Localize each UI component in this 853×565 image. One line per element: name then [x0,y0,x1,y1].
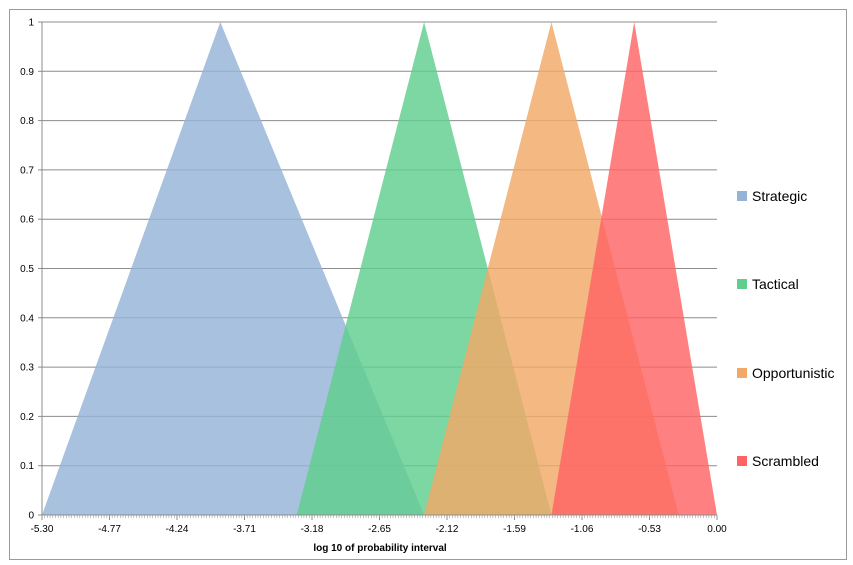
y-tick-label: 0.1 [20,461,34,472]
legend-label-strategic: Strategic [752,188,807,204]
x-tick-label: -3.18 [301,524,324,535]
x-tick-labels: -5.30 -4.77 -4.24 -3.71 -3.18 -2.65 -2.12 -1.59… [31,524,728,535]
legend-swatch-opportunistic [737,368,747,378]
y-tick-label: 0.5 [20,264,34,275]
y-tick-label: 0.7 [20,165,34,176]
y-tick-label: 0.2 [20,412,34,423]
series-area-scrambled [551,22,717,515]
y-tick-label: 1 [28,18,34,29]
legend-label-opportunistic: Opportunistic [752,365,834,381]
x-tick-label: -3.71 [233,524,256,535]
x-tick-label: -4.77 [98,524,121,535]
x-tick-label: -1.59 [503,524,526,535]
legend-swatch-scrambled [737,456,747,466]
x-axis-title: log 10 of probability interval [313,543,447,554]
x-tick-label: 0.00 [707,524,727,535]
x-tick-label: -4.24 [166,524,189,535]
x-tick-label: -2.65 [368,524,391,535]
y-tick-label: 0.6 [20,215,34,226]
x-tick-label: -5.30 [31,524,54,535]
legend: Strategic Tactical Opportunistic Scrambled [737,188,834,469]
x-minor-ticks [41,515,718,518]
series-areas [42,22,717,515]
y-tick-label: 0.8 [20,116,34,127]
y-tick-label: 0 [28,511,34,522]
y-tick-label: 0.3 [20,363,34,374]
legend-swatch-strategic [737,191,747,201]
legend-label-tactical: Tactical [752,276,799,292]
legend-swatch-tactical [737,279,747,289]
y-tick-labels: 0 0.1 0.2 0.3 0.4 0.5 0.6 0.7 0.8 0.9 1 [20,18,34,522]
x-tick-label: -2.12 [436,524,459,535]
x-tick-label: -0.53 [638,524,661,535]
y-tick-label: 0.4 [20,313,34,324]
legend-label-scrambled: Scrambled [752,453,819,469]
y-tick-label: 0.9 [20,67,34,78]
x-tick-label: -1.06 [571,524,594,535]
